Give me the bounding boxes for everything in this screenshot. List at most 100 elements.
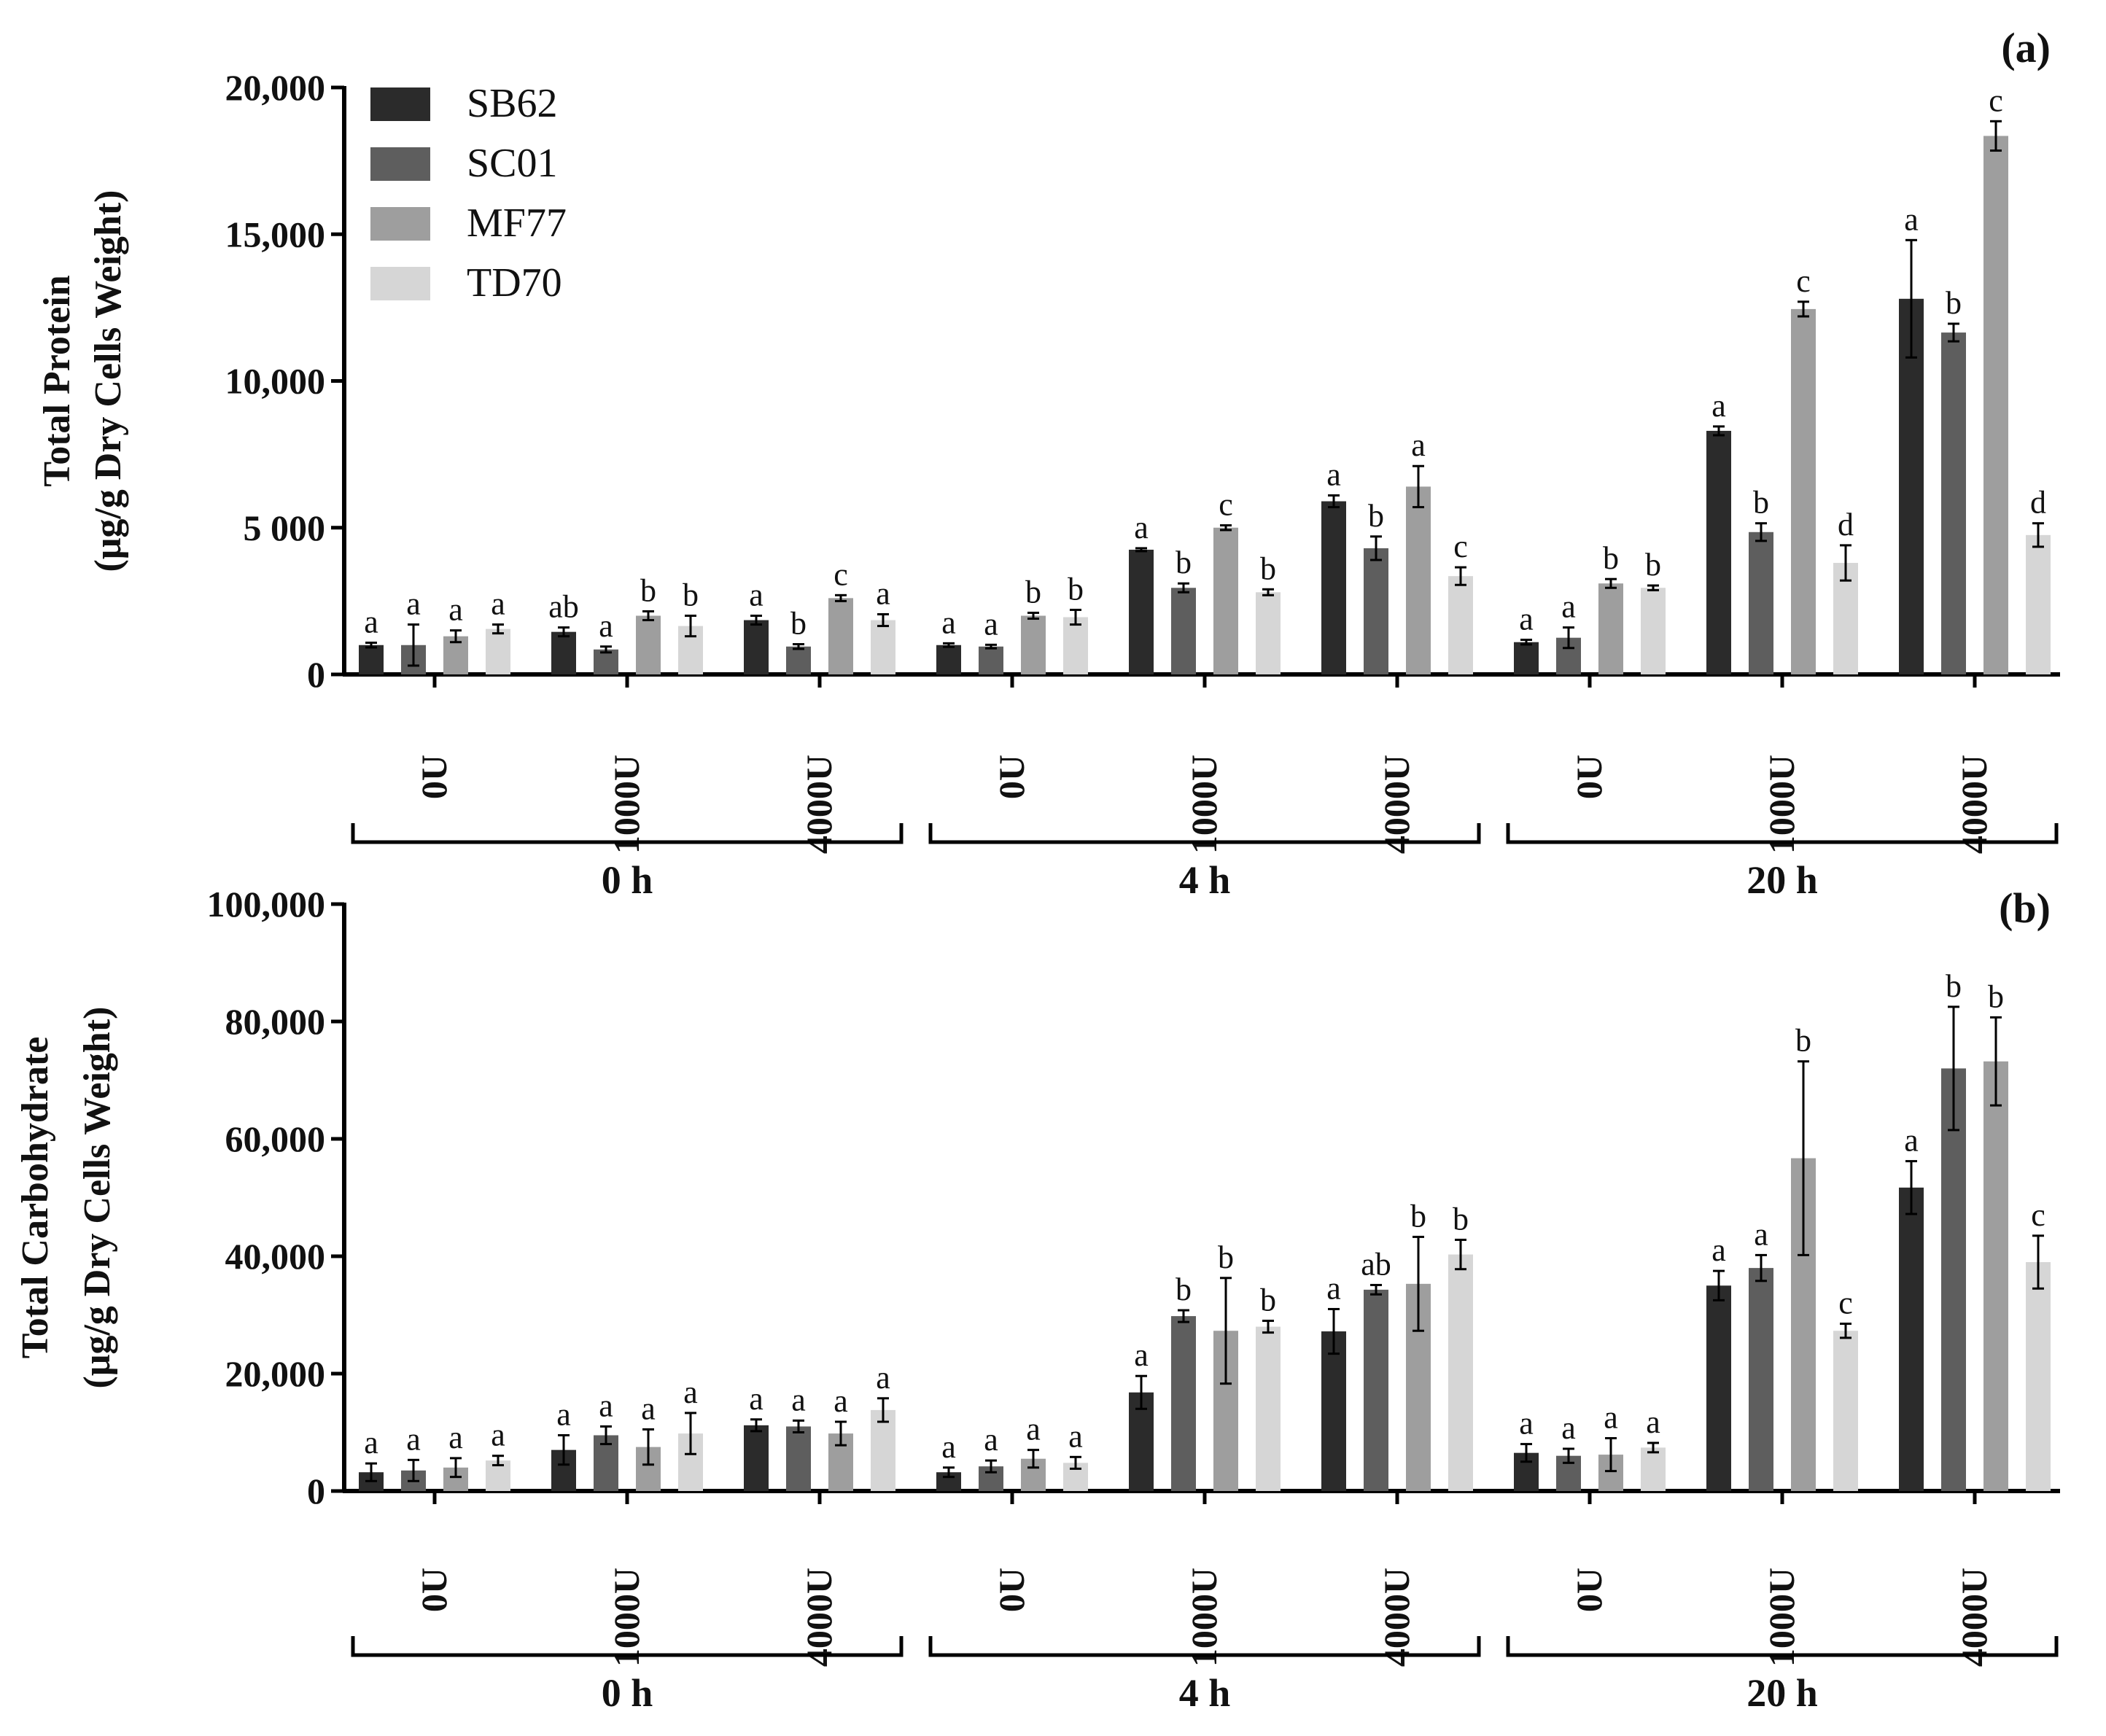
y-axis-title-line1: Total Protein [36,275,78,486]
bar-sc01 [1171,588,1196,674]
significance-letter: b [1988,978,2004,1014]
bar-sb62 [936,645,961,674]
legend-swatch-td70 [370,267,430,300]
significance-letter: a [683,1374,698,1410]
bar-sb62 [1321,501,1346,674]
significance-letter: c [1453,529,1468,564]
bar-sc01 [979,646,1003,674]
significance-letter: a [984,1422,998,1457]
bar-td70 [1833,1331,1858,1491]
group-label: 20 h [1746,858,1818,902]
significance-letter: b [1410,1198,1426,1234]
significance-letter: a [364,1425,378,1460]
significance-letter: a [791,1382,806,1417]
y-tick-label: 60,000 [225,1118,326,1159]
group-bracket [928,823,1481,844]
x-category-label: 1000U [1184,755,1224,854]
y-tick-label: 10,000 [225,361,326,402]
legend-label-td70: TD70 [467,260,562,305]
y-tick-label: 100,000 [207,884,326,925]
bar-sb62 [744,620,769,674]
significance-letter: a [749,577,763,613]
y-tick-label: 5 000 [244,507,326,548]
x-category-label: 1000U [1761,755,1802,854]
legend-swatch-sb62 [370,87,430,121]
bar-sc01 [1749,1268,1773,1491]
significance-letter: a [1711,1232,1726,1268]
significance-letter: b [1368,498,1384,534]
significance-letter: a [941,1429,956,1465]
x-category-label: 1000U [606,1568,647,1667]
bar-td70 [1063,617,1088,674]
significance-letter: a [599,1387,613,1423]
significance-letter: b [1218,1239,1234,1275]
group-bracket [1506,1636,2059,1657]
y-axis-title-line1: Total Carbohydrate [15,1037,56,1359]
bar-mf77 [1983,1061,2008,1491]
significance-letter: d [2030,485,2046,521]
legend-label-sb62: SB62 [467,81,558,126]
significance-letter: b [1260,1282,1276,1318]
bar-sc01 [786,646,811,674]
significance-letter: a [1604,1400,1618,1436]
bar-mf77 [1021,615,1046,674]
significance-letter: a [941,604,956,640]
significance-letter: a [491,586,505,622]
x-category-label: 1000U [1184,1568,1224,1667]
bar-td70 [2026,1262,2051,1491]
y-tick-label: 40,000 [225,1236,326,1277]
group-bracket [928,1636,1481,1657]
bar-sb62 [1899,1187,1924,1491]
y-axis-title-line2: (μg/g Dry Cells Weight) [77,1007,118,1389]
significance-letter: a [1068,1418,1083,1454]
bar-sb62 [744,1425,769,1491]
x-category-label: 4000U [1954,755,1994,854]
bar-td70 [1641,588,1666,674]
significance-letter: c [834,556,848,592]
significance-letter: a [1519,1406,1534,1441]
significance-letter: a [1134,1337,1149,1373]
legend-label-sc01: SC01 [467,141,558,186]
x-category-label: 4000U [1954,1568,1994,1667]
significance-letter: a [1711,388,1726,424]
panel-label: (a) [2001,24,2051,71]
group-bracket [351,1636,904,1657]
significance-letter: c [1219,487,1233,523]
bar-sc01 [786,1426,811,1491]
bar-td70 [1641,1447,1666,1491]
significance-letter: a [1134,510,1149,545]
significance-letter: b [1025,574,1041,610]
significance-letter: b [1753,485,1769,521]
significance-letter: a [1561,589,1576,625]
group-label: 0 h [602,1671,653,1715]
bar-td70 [871,1409,895,1491]
x-category-label: 4000U [799,755,839,854]
bar-sc01 [1171,1316,1196,1491]
significance-letter: b [1603,540,1619,576]
significance-letter: b [1176,1272,1192,1307]
significance-letter: a [1646,1404,1660,1440]
x-category-label: 0U [413,755,454,799]
significance-letter: a [448,1420,463,1455]
bar-sb62 [1899,298,1924,674]
significance-letter: b [1946,968,1962,1004]
bar-mf77 [1791,308,1816,674]
significance-letter: c [2031,1197,2045,1233]
x-category-label: 1000U [1761,1568,1802,1667]
group-label: 4 h [1179,1671,1231,1715]
bar-sc01 [1364,1289,1388,1491]
significance-letter: b [1260,550,1276,586]
significance-letter: a [364,604,378,640]
bar-sb62 [359,645,384,674]
bar-td70 [2026,534,2051,674]
legend-label-mf77: MF77 [467,201,567,246]
bar-sb62 [1706,430,1731,674]
significance-letter: a [1026,1412,1041,1447]
bar-td70 [486,628,510,674]
x-category-label: 0U [1569,755,1609,799]
bar-sc01 [1749,532,1773,674]
significance-letter: d [1838,507,1854,542]
significance-letter: b [1946,285,1962,321]
x-category-label: 1000U [606,755,647,854]
bar-td70 [1448,576,1473,674]
